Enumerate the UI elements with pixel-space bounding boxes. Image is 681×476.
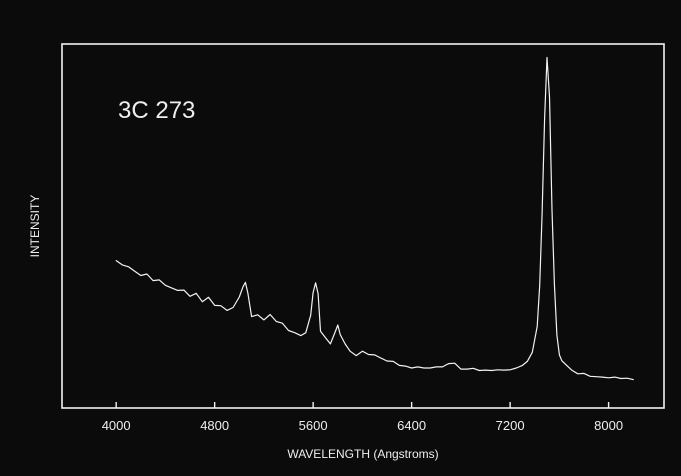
spectrum-line — [115, 56, 634, 381]
plot-frame — [61, 43, 665, 409]
x-axis-ticks: 4000 4800 5600 6400 7200 8000 — [102, 402, 623, 433]
x-tick-label: 5600 — [299, 418, 328, 433]
x-tick-label: 4000 — [102, 418, 131, 433]
object-label: 3C 273 — [118, 97, 195, 124]
x-tick-label: 7200 — [496, 418, 525, 433]
x-tick-label: 8000 — [594, 418, 623, 433]
x-tick-label: 4800 — [200, 418, 229, 433]
x-tick-label: 6400 — [397, 418, 426, 433]
x-axis-label: WAVELENGTH (Angstroms) — [287, 447, 438, 461]
y-axis-label: INTENSITY — [28, 195, 42, 258]
